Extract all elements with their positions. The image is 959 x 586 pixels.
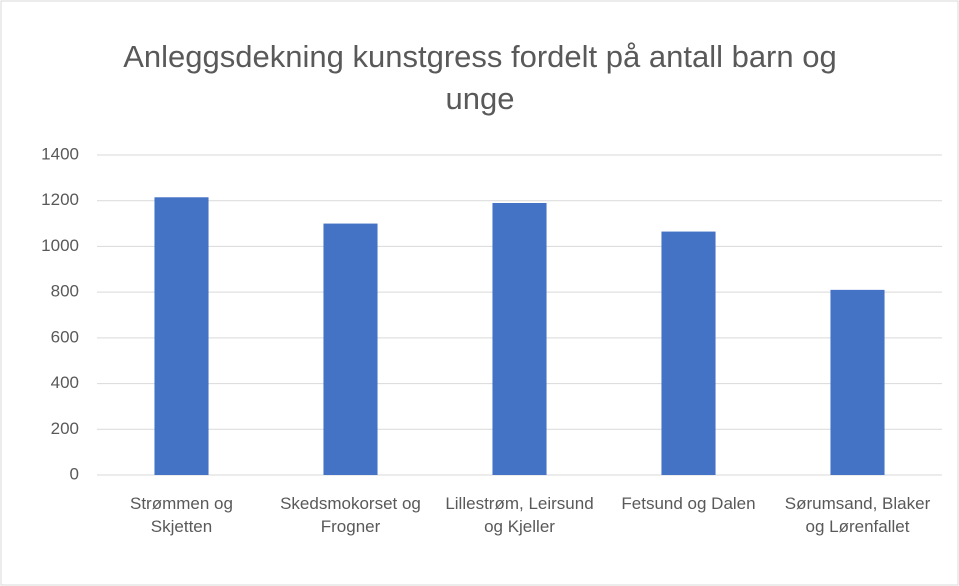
bar	[661, 231, 716, 475]
chart-title: Anleggsdekning kunstgress fordelt på ant…	[123, 39, 837, 116]
y-tick-label: 0	[70, 464, 79, 483]
bar	[830, 289, 885, 475]
x-tick-label: Skedsmokorset og Frogner	[280, 494, 421, 536]
x-tick-label: Lillestrøm, Leirsund og Kjeller	[445, 494, 594, 536]
y-tick-label: 1000	[41, 236, 79, 255]
bar	[323, 223, 378, 475]
bar	[154, 197, 209, 476]
x-tick-label: Strømmen og Skjetten	[130, 494, 233, 536]
x-tick-label: Fetsund og Dalen	[621, 494, 756, 513]
y-tick-label: 400	[51, 373, 79, 392]
x-tick-label: Sørumsand, Blaker og Lørenfallet	[784, 494, 931, 536]
y-tick-label: 800	[51, 282, 79, 301]
y-tick-label: 200	[51, 419, 79, 438]
y-tick-label: 600	[51, 327, 79, 346]
y-tick-label: 1200	[41, 190, 79, 209]
bar	[492, 203, 547, 475]
y-tick-label: 1400	[41, 144, 79, 163]
